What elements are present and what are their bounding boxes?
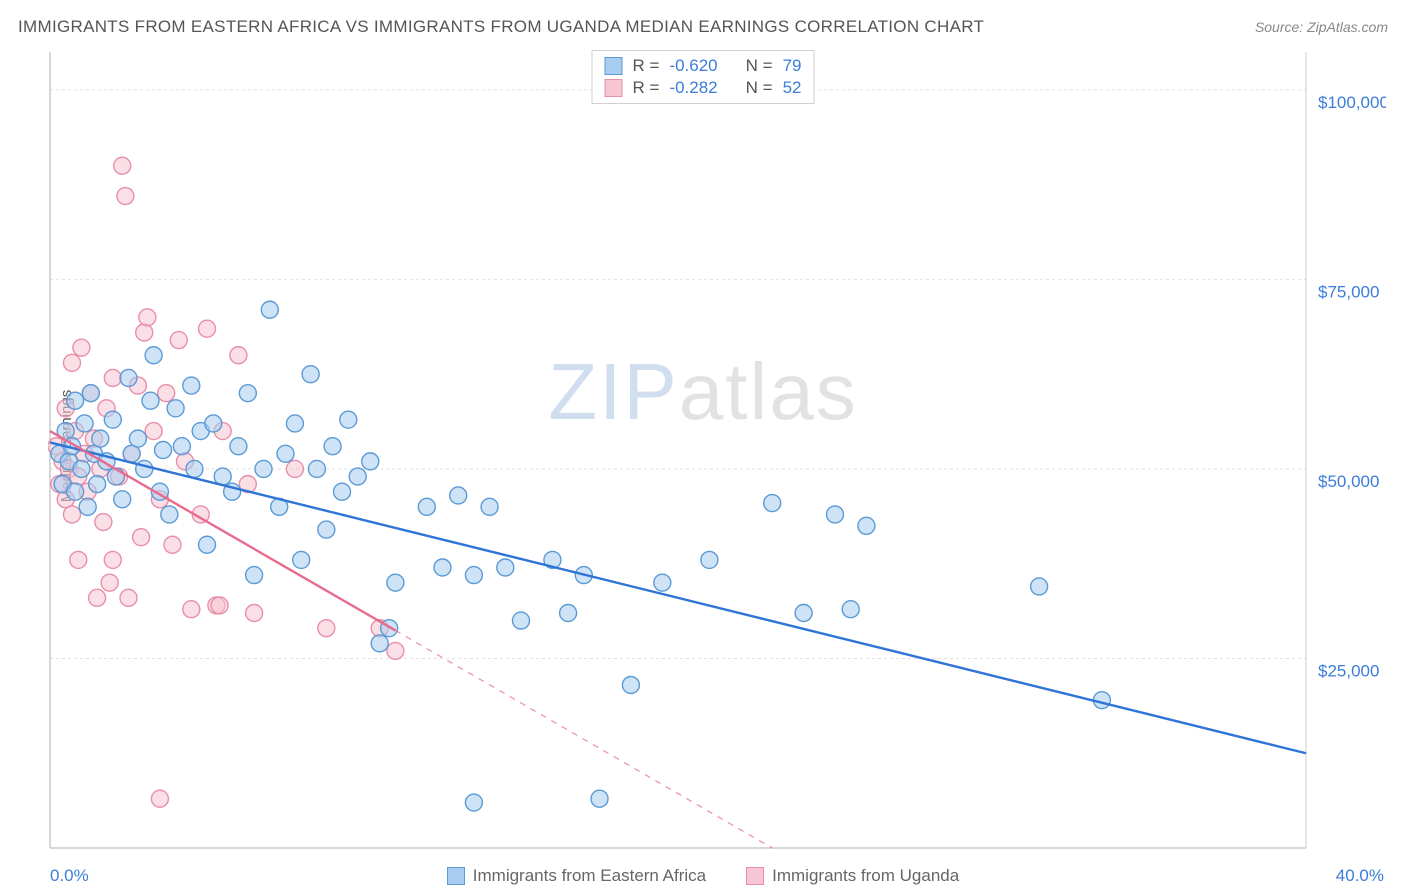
correlation-row-series-2: R = -0.282 N = 52 [605,77,802,99]
svg-text:$50,000: $50,000 [1318,472,1379,491]
correlation-row-series-1: R = -0.620 N = 79 [605,55,802,77]
svg-text:$25,000: $25,000 [1318,661,1379,680]
chart-title: IMMIGRANTS FROM EASTERN AFRICA VS IMMIGR… [18,17,984,37]
n-value-series-2: 52 [783,78,802,98]
source-attribution: Source: ZipAtlas.com [1255,19,1388,35]
legend-item-series-2: Immigrants from Uganda [746,866,959,886]
r-value-series-2: -0.282 [669,78,717,98]
n-label: N = [746,56,773,76]
chart-plot-area: $25,000 $50,000 $75,000 $100,000 [48,48,1386,852]
r-value-series-1: -0.620 [669,56,717,76]
legend-swatch-series-2 [746,867,764,885]
legend-label-series-2: Immigrants from Uganda [772,866,959,886]
correlation-legend: R = -0.620 N = 79 R = -0.282 N = 52 [592,50,815,104]
legend-swatch-series-1 [447,867,465,885]
svg-text:$100,000: $100,000 [1318,93,1386,112]
svg-text:$75,000: $75,000 [1318,282,1379,301]
legend-swatch-series-1 [605,57,623,75]
r-label: R = [633,78,660,98]
chart-header: IMMIGRANTS FROM EASTERN AFRICA VS IMMIGR… [18,12,1388,42]
n-value-series-1: 79 [783,56,802,76]
legend-swatch-series-2 [605,79,623,97]
scatter-chart-svg: $25,000 $50,000 $75,000 $100,000 [48,48,1386,852]
series-legend: Immigrants from Eastern Africa Immigrant… [0,866,1406,886]
legend-label-series-1: Immigrants from Eastern Africa [473,866,706,886]
legend-item-series-1: Immigrants from Eastern Africa [447,866,706,886]
n-label: N = [746,78,773,98]
r-label: R = [633,56,660,76]
